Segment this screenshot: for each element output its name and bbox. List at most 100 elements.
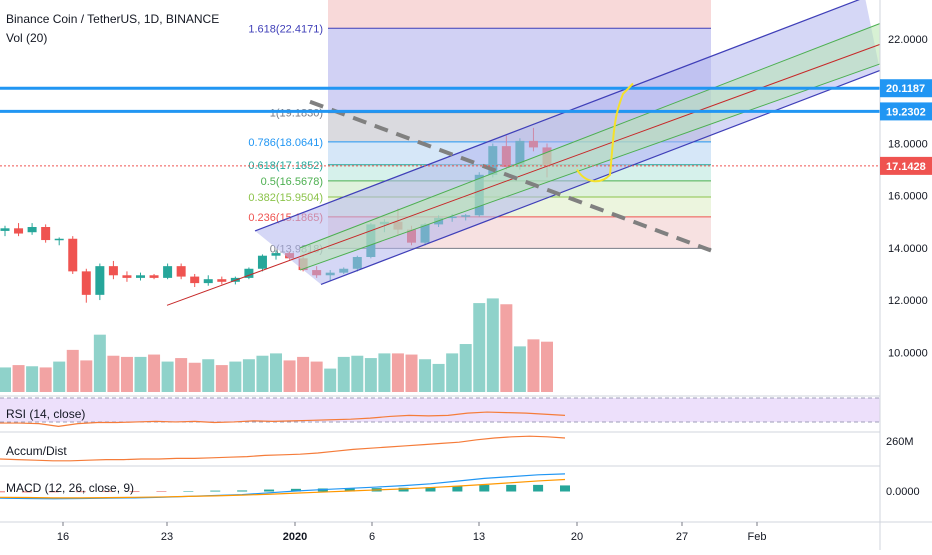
volume-bar: [337, 356, 350, 392]
volume-bar: [486, 298, 499, 392]
time-tick-label: 23: [161, 531, 173, 543]
volume-bar: [541, 341, 553, 392]
macd-histogram-bar: [344, 488, 355, 492]
rsi-band: [0, 398, 880, 422]
price-tick-label: 10.0000: [888, 347, 928, 359]
macd-histogram-bar: [533, 484, 544, 492]
text-layer: Binance Coin / TetherUS, 1D, BINANCE Vol…: [6, 12, 219, 495]
volume-bar: [527, 339, 540, 392]
volume-bar: [432, 363, 445, 392]
volume-bar: [107, 355, 120, 392]
candle-body[interactable]: [108, 266, 118, 276]
volume-bar: [148, 354, 161, 392]
candle-body[interactable]: [257, 255, 267, 269]
volume-bar: [270, 353, 282, 392]
candle-body[interactable]: [217, 279, 227, 282]
macd-histogram-bar: [560, 485, 570, 492]
channel-upper-line[interactable]: [254, 0, 865, 232]
volume-bar: [513, 346, 526, 392]
accum-dist-line: [0, 435, 566, 462]
macd-histogram-bar: [506, 484, 517, 492]
volume-bar: [256, 355, 269, 392]
channel-green-line: [299, 23, 881, 249]
candle-body[interactable]: [41, 227, 51, 241]
volume-bar: [66, 349, 79, 392]
macd-histogram-bar: [75, 491, 86, 493]
macd-histogram-bar: [129, 491, 140, 493]
fib-level-label: 0.786(18.0641): [248, 137, 323, 149]
volume-bar: [12, 365, 25, 392]
candle-body[interactable]: [149, 275, 159, 278]
level-price-text: 19.2302: [886, 106, 926, 118]
macd-histogram-bar: [452, 485, 463, 492]
price-tick-label: 22.0000: [888, 34, 928, 46]
candle-body[interactable]: [81, 271, 91, 295]
volume-bar: [215, 365, 228, 392]
volume-bar: [229, 361, 242, 392]
price-tick-label: 12.0000: [888, 295, 928, 307]
volume-bar: [419, 359, 432, 392]
channel-lower-line[interactable]: [320, 69, 881, 285]
fib-level-label: 0.382(15.9504): [248, 192, 323, 204]
candle-body[interactable]: [244, 268, 254, 278]
volume-bar: [405, 354, 418, 392]
current-price-text: 17.1428: [886, 161, 926, 173]
candle-body[interactable]: [27, 227, 37, 233]
projection-path[interactable]: [576, 82, 634, 183]
macd-histogram-bar: [210, 490, 221, 492]
time-tick-label: 13: [473, 531, 485, 543]
candle-body[interactable]: [68, 238, 78, 272]
candle-body[interactable]: [190, 276, 200, 284]
time-tick-label: 2020: [283, 531, 307, 543]
volume-bar: [297, 356, 310, 392]
candle-body[interactable]: [271, 253, 281, 256]
volume-bar: [53, 361, 66, 392]
price-tick-label: 18.0000: [888, 139, 928, 151]
candle-body[interactable]: [176, 266, 186, 277]
candle-body[interactable]: [203, 279, 213, 284]
volume-bar: [351, 355, 364, 392]
volume-bar: [283, 360, 296, 392]
volume-bar: [310, 361, 323, 392]
accum-dist-legend: Accum/Dist: [6, 444, 67, 458]
macd-histogram-bar: [290, 488, 301, 492]
volume-bar: [242, 359, 255, 392]
candle-body[interactable]: [54, 238, 64, 241]
fib-level-label: 1.618(22.4171): [248, 23, 323, 35]
candle-body[interactable]: [122, 275, 132, 278]
candle-body[interactable]: [95, 266, 105, 295]
level-price-tag: [880, 102, 932, 121]
macd-histogram-bar: [479, 484, 490, 492]
level-price-tag: [880, 79, 932, 98]
fib-zone-extension: [328, 0, 711, 29]
candle-body[interactable]: [163, 266, 173, 278]
macd-histogram-bar: [398, 487, 409, 492]
candle-body[interactable]: [14, 228, 24, 234]
macd-histogram-bar: [48, 491, 59, 493]
volume-bar: [446, 353, 459, 392]
candle-body[interactable]: [0, 228, 10, 231]
accum-dist-tick: 260M: [886, 436, 914, 448]
volume-bar: [378, 353, 391, 392]
candle-body[interactable]: [136, 275, 145, 278]
downtrend-dashed-line[interactable]: [309, 99, 712, 253]
time-tick-label: 20: [571, 531, 583, 543]
macd-line: [0, 473, 566, 500]
volume-bar: [175, 358, 188, 392]
rsi-line: [0, 411, 566, 427]
indicator-layer: [0, 397, 880, 500]
volume-bar: [120, 356, 133, 392]
macd-signal-line: [0, 478, 566, 499]
volume-bar: [500, 304, 513, 392]
macd-histogram-bar: [21, 491, 32, 493]
current-price-tag: [880, 156, 932, 175]
time-tick-label: 27: [676, 531, 688, 543]
volume-bar: [473, 303, 486, 392]
fib-level-label: 1(19.1830): [270, 108, 323, 120]
volume-bar: [364, 358, 377, 392]
volume-bar: [0, 367, 11, 392]
price-tick-label: 14.0000: [888, 243, 928, 255]
